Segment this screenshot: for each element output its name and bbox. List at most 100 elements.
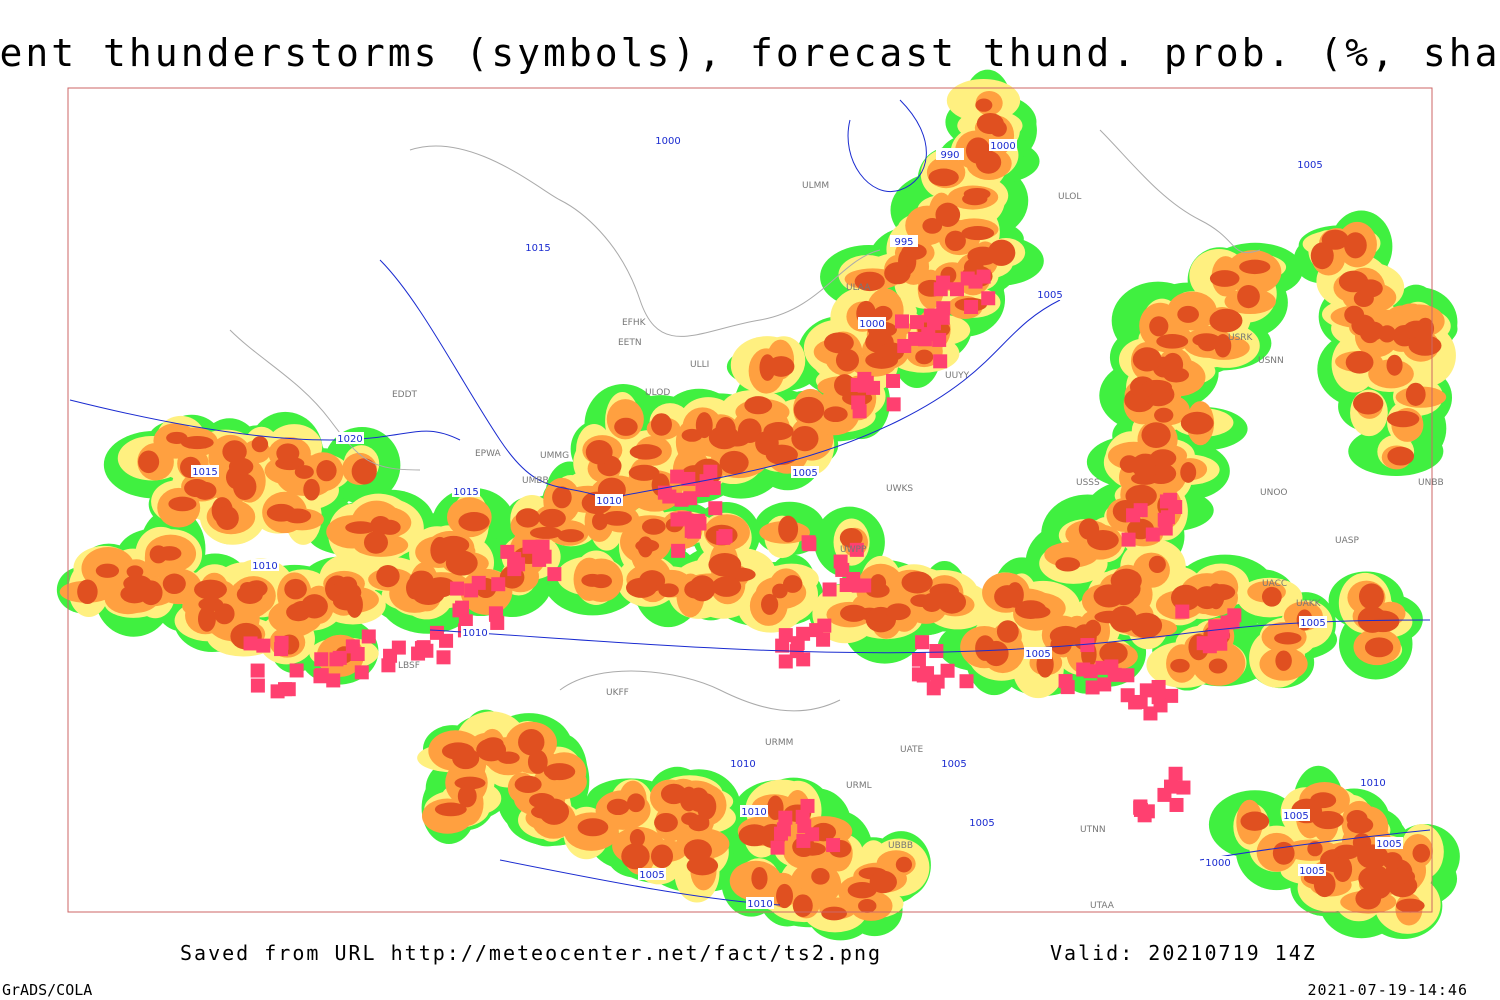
- isobar-label: 1015: [525, 243, 550, 254]
- shade-blob: [711, 576, 742, 597]
- shade-blob: [1125, 484, 1157, 508]
- isobar-label-bg: [336, 432, 364, 444]
- storm-symbol: [929, 644, 944, 659]
- shade-blob: [695, 412, 713, 439]
- storm-symbol: [795, 809, 810, 824]
- shade-blob: [1110, 568, 1142, 593]
- station-label: URMM: [765, 738, 793, 748]
- shade-blob: [976, 112, 1004, 135]
- isobar-label: 1000: [990, 141, 1015, 152]
- isobar-label-bg: [1359, 776, 1387, 788]
- storm-symbol: [243, 636, 258, 651]
- station-label: UNBB: [1418, 478, 1444, 488]
- storm-symbol: [256, 638, 271, 653]
- storm-symbol: [314, 652, 329, 667]
- isobar-label: 1005: [1283, 811, 1308, 822]
- station-label: UWPP: [840, 545, 867, 555]
- shade-blob: [276, 443, 300, 464]
- storm-symbol: [1153, 698, 1168, 713]
- shade-blob: [1099, 641, 1128, 665]
- station-label: UACC: [1262, 579, 1287, 589]
- shade-blob: [1313, 871, 1336, 898]
- map-labels: 1000 990 1000 1015 995 1005 1000 1005 1020 1015 10…: [191, 134, 1444, 911]
- shade-blob: [783, 575, 803, 593]
- shade-blob: [1109, 606, 1138, 633]
- storm-symbol: [817, 618, 832, 633]
- shade-blob: [162, 573, 186, 594]
- shade-blob: [316, 460, 337, 482]
- coastlines: [229, 129, 1261, 712]
- shade-blob: [351, 458, 377, 485]
- isobar-label: 1010: [730, 759, 755, 770]
- shade-blob: [1156, 334, 1189, 349]
- storm-symbol: [778, 654, 793, 669]
- shade-blob: [1087, 529, 1119, 551]
- shade-blob: [1149, 449, 1177, 468]
- isobar-label-bg: [1204, 856, 1232, 868]
- isobar-label-bg: [191, 465, 219, 477]
- timestamp: 2021-07-19-14:46: [1308, 981, 1469, 999]
- isobar-label-bg: [791, 466, 819, 478]
- shade-blob: [823, 406, 848, 423]
- storm-symbol: [778, 810, 793, 825]
- shade-blob: [1237, 284, 1260, 309]
- storm-symbol: [535, 539, 550, 554]
- storm-symbol: [981, 291, 996, 306]
- shade-blob: [1148, 555, 1166, 574]
- shade-blob: [1180, 462, 1197, 483]
- station-label: EDDT: [392, 390, 418, 400]
- storm-symbol: [250, 678, 265, 693]
- shade-blob: [975, 98, 993, 112]
- shade-blob: [869, 870, 897, 894]
- storm-symbol: [778, 628, 793, 643]
- shade-blob: [928, 168, 959, 187]
- shade-blob: [515, 508, 540, 528]
- shade-blob: [847, 882, 877, 899]
- shade-blob: [406, 576, 423, 600]
- storm-symbol: [911, 652, 926, 667]
- station-label: UAKK: [1296, 599, 1322, 609]
- isobar: [429, 619, 1431, 654]
- storm-symbol: [1145, 527, 1160, 542]
- shade-blob: [529, 526, 562, 539]
- isobar: [69, 399, 461, 441]
- storm-symbol: [383, 648, 398, 663]
- shade-blob: [590, 574, 612, 589]
- shade-blob: [557, 529, 585, 543]
- isobar-label-bg: [1375, 837, 1403, 849]
- station-label: EPWA: [475, 449, 502, 459]
- isobar-label: 1005: [969, 818, 994, 829]
- shade-blob: [776, 883, 794, 909]
- shade-blob: [865, 582, 890, 598]
- shade-blob: [975, 635, 996, 661]
- shade-blob: [915, 349, 934, 365]
- shade-blob: [1170, 584, 1201, 611]
- shade-blob: [654, 812, 678, 833]
- shade-blob: [1307, 841, 1323, 857]
- shade-blob: [975, 150, 1002, 174]
- isobar-label-bg: [638, 868, 666, 880]
- shade-blob: [585, 439, 613, 465]
- storm-symbol: [1097, 677, 1112, 692]
- station-label: UUYY: [945, 371, 970, 381]
- isobar-label-bg: [524, 241, 552, 253]
- storm-symbol: [886, 373, 901, 388]
- isobar-label: 1000: [1205, 858, 1230, 869]
- shade-blob: [744, 396, 773, 415]
- shade-blob: [1408, 335, 1442, 356]
- shade-blob: [1387, 446, 1415, 466]
- shade-blob: [606, 798, 630, 816]
- shade-blob: [767, 356, 795, 377]
- storm-symbol: [455, 600, 470, 615]
- shade-blob: [963, 187, 991, 201]
- isobar-label: 1000: [655, 136, 680, 147]
- shade-blob: [811, 868, 830, 885]
- shade-blob: [901, 571, 933, 594]
- shade-blob: [363, 531, 388, 554]
- shade-blob: [1405, 382, 1426, 406]
- shade-blob: [1333, 844, 1360, 860]
- shade-blob: [621, 843, 650, 870]
- storm-symbol: [933, 354, 948, 369]
- shade-blob: [628, 464, 660, 481]
- shade-blob: [658, 583, 679, 598]
